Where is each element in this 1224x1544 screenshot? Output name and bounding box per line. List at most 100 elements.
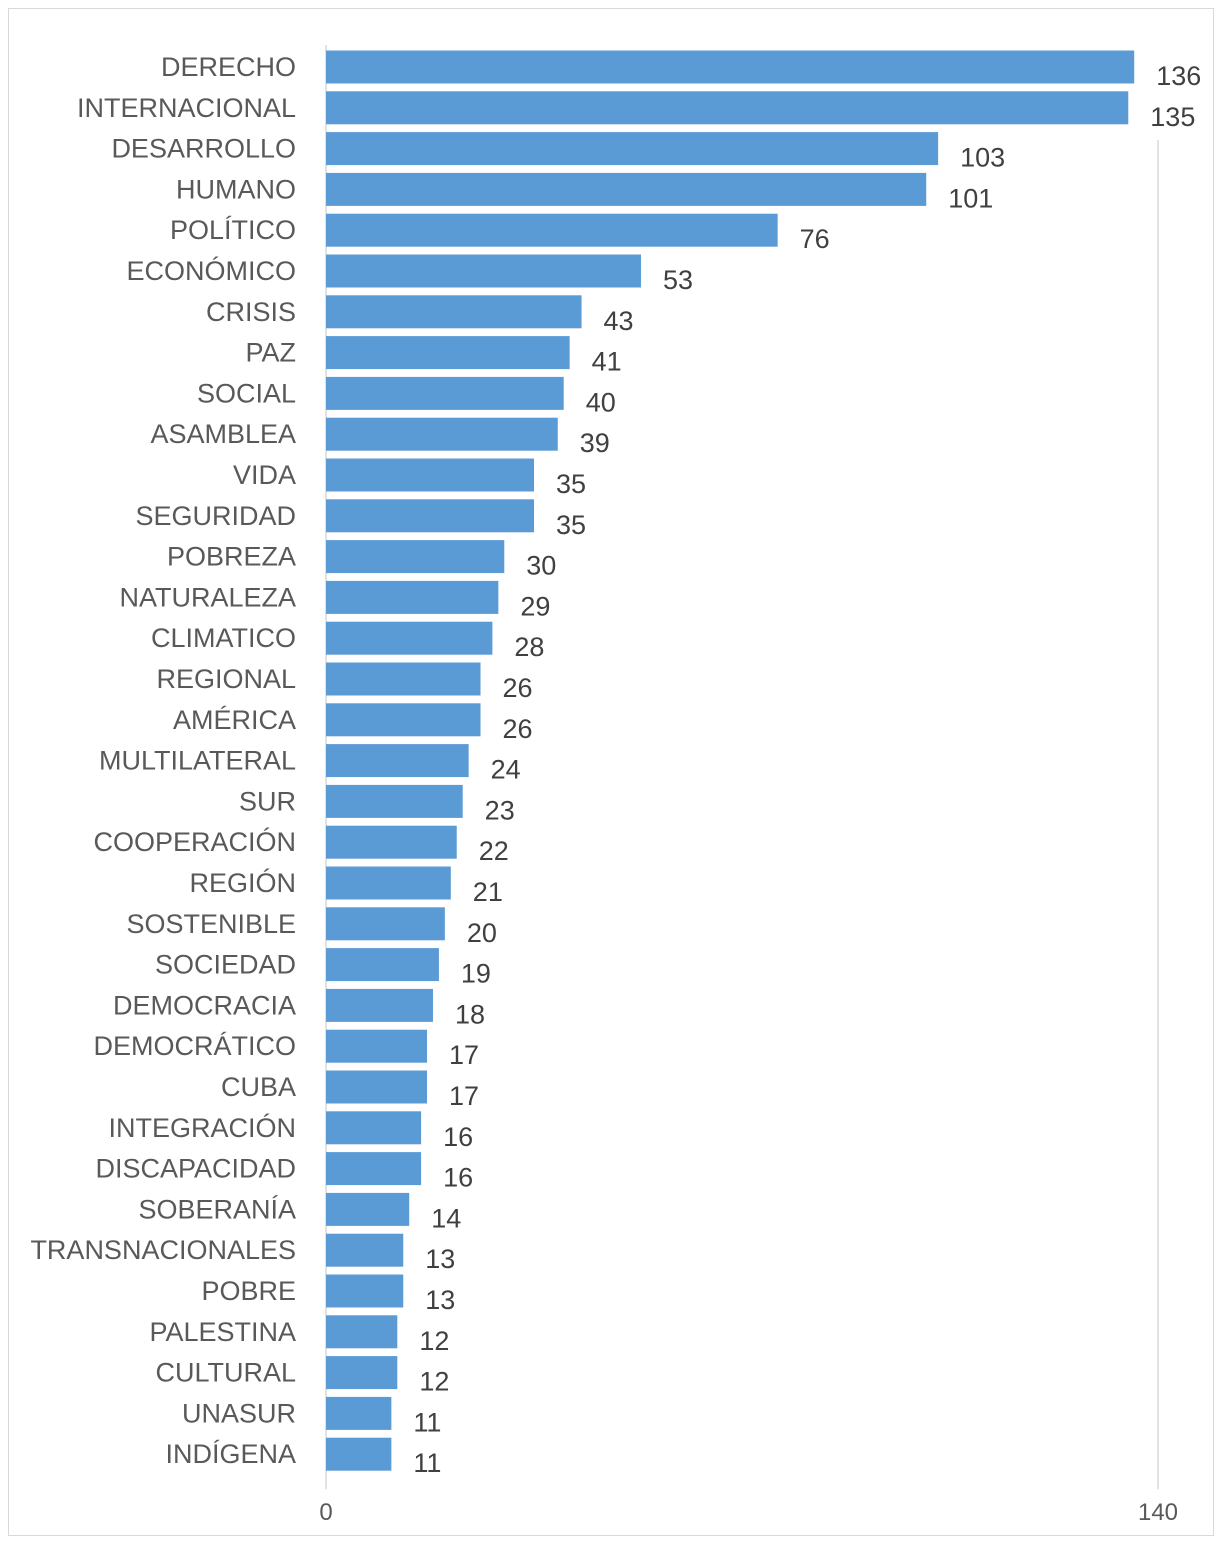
category-label: SOBERANÍA xyxy=(138,1194,296,1224)
bar xyxy=(326,621,493,655)
bar xyxy=(326,1070,428,1104)
category-label: POBREZA xyxy=(167,542,296,572)
data-label: 53 xyxy=(663,265,693,295)
data-label: 17 xyxy=(449,1081,479,1111)
data-label: 136 xyxy=(1156,61,1201,91)
data-label: 14 xyxy=(431,1203,461,1233)
category-label: DERECHO xyxy=(161,52,296,82)
data-label: 135 xyxy=(1150,102,1195,132)
bar xyxy=(326,499,534,533)
bar xyxy=(326,703,481,737)
category-label: INTERNACIONAL xyxy=(77,93,296,123)
category-label: DEMOCRACIA xyxy=(113,990,296,1020)
data-label: 26 xyxy=(503,673,533,703)
data-label: 43 xyxy=(604,306,634,336)
bar xyxy=(326,1152,422,1186)
data-label: 41 xyxy=(592,347,622,377)
data-label: 12 xyxy=(419,1367,449,1397)
bar xyxy=(326,91,1129,125)
data-label: 11 xyxy=(413,1448,441,1478)
category-label: DESARROLLO xyxy=(111,134,296,164)
data-label: 28 xyxy=(514,632,544,662)
category-label: HUMANO xyxy=(176,174,296,204)
bar xyxy=(326,866,451,900)
bar xyxy=(326,1437,392,1471)
category-label: NATURALEZA xyxy=(119,582,296,612)
category-label: SOCIAL xyxy=(197,378,296,408)
data-label: 12 xyxy=(419,1326,449,1356)
category-label: CRISIS xyxy=(206,297,296,327)
bar xyxy=(326,907,445,941)
category-label: DISCAPACIDAD xyxy=(95,1154,296,1184)
bar xyxy=(326,662,481,696)
category-label: PALESTINA xyxy=(149,1317,296,1347)
data-label: 13 xyxy=(425,1285,455,1315)
data-label: 76 xyxy=(800,224,830,254)
category-label: REGIÓN xyxy=(189,867,296,898)
data-label: 29 xyxy=(520,591,550,621)
bar xyxy=(326,417,558,451)
data-label: 103 xyxy=(960,143,1005,173)
bar xyxy=(326,1396,392,1430)
bar xyxy=(326,580,499,614)
category-label: DEMOCRÁTICO xyxy=(94,1031,297,1061)
data-label: 21 xyxy=(473,877,503,907)
data-label: 35 xyxy=(556,469,586,499)
category-label: SEGURIDAD xyxy=(135,501,296,531)
bar xyxy=(326,50,1135,84)
category-label: CUBA xyxy=(221,1072,296,1102)
category-label: CULTURAL xyxy=(155,1358,296,1388)
bar xyxy=(326,1356,398,1390)
bar xyxy=(326,172,927,206)
category-label: POBRE xyxy=(201,1276,296,1306)
x-tick-label: 0 xyxy=(319,1499,332,1526)
data-label: 30 xyxy=(526,551,556,581)
category-label: INDÍGENA xyxy=(165,1439,296,1469)
data-label: 11 xyxy=(413,1407,441,1437)
category-label: MULTILATERAL xyxy=(99,746,296,776)
data-label: 16 xyxy=(443,1163,473,1193)
data-label: 23 xyxy=(485,795,515,825)
category-label: COOPERACIÓN xyxy=(93,826,296,857)
bar xyxy=(326,458,534,492)
data-label: 26 xyxy=(503,714,533,744)
bar xyxy=(326,948,439,982)
category-label: AMÉRICA xyxy=(173,705,296,735)
data-label: 20 xyxy=(467,918,497,948)
data-label: 18 xyxy=(455,999,485,1029)
data-label: 13 xyxy=(425,1244,455,1274)
bar xyxy=(326,336,570,370)
category-label: PAZ xyxy=(245,338,296,368)
bar xyxy=(326,540,505,574)
bar xyxy=(326,1111,422,1145)
category-label: TRANSNACIONALES xyxy=(30,1235,296,1265)
bar xyxy=(326,1192,410,1226)
x-tick-label: 140 xyxy=(1138,1499,1178,1526)
category-label: VIDA xyxy=(233,460,296,490)
bar xyxy=(326,254,641,288)
category-label: POLÍTICO xyxy=(170,215,296,245)
category-label: ECONÓMICO xyxy=(126,255,296,286)
data-label: 24 xyxy=(491,755,521,785)
data-label: 101 xyxy=(948,183,993,213)
bar xyxy=(326,825,457,859)
category-label: SUR xyxy=(239,786,296,816)
bar xyxy=(326,132,939,166)
bar xyxy=(326,376,564,410)
category-label: REGIONAL xyxy=(156,664,296,694)
bar xyxy=(326,1233,404,1267)
data-label: 40 xyxy=(586,387,616,417)
data-label: 16 xyxy=(443,1122,473,1152)
data-label: 35 xyxy=(556,510,586,540)
bar xyxy=(326,1029,428,1063)
bar xyxy=(326,744,469,778)
bar xyxy=(326,295,582,329)
bar xyxy=(326,784,463,818)
category-label: ASAMBLEA xyxy=(150,419,296,449)
bar xyxy=(326,988,433,1022)
data-label: 17 xyxy=(449,1040,479,1070)
category-label: SOSTENIBLE xyxy=(126,909,296,939)
data-label: 39 xyxy=(580,428,610,458)
bar xyxy=(326,1274,404,1308)
